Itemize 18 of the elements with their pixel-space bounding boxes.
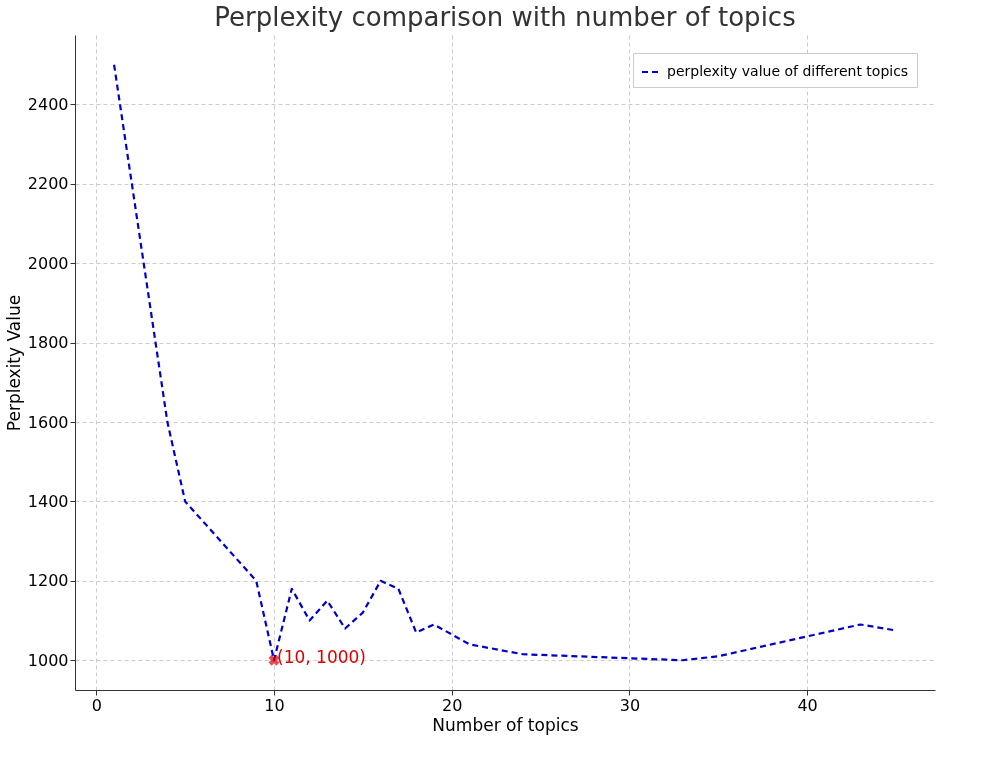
x-tick-label: 10 [264,695,285,715]
x-axis-title: Number of topics [432,714,579,735]
y-tick-label: 1000 [27,650,69,670]
y-tick-label: 2000 [27,253,69,273]
y-tick-label: 1800 [27,333,69,353]
y-axis-title: Perplexity Value [3,294,24,432]
annotation: (10, 1000) [277,647,366,668]
x-tick-label: 20 [442,695,463,715]
x-tick-label: 40 [797,695,818,715]
x-tick-label: 0 [91,695,102,715]
y-tick-label: 1200 [27,571,69,591]
y-tick-label: 2400 [27,94,69,114]
y-tick-label: 1600 [27,412,69,432]
x-tick-label: 30 [619,695,641,715]
y-tick-label: 2200 [27,174,69,194]
y-tick-label: 1400 [27,491,69,511]
chart-title: Perplexity comparison with number of topics [214,2,796,32]
legend-label: perplexity value of different topics [667,63,909,79]
